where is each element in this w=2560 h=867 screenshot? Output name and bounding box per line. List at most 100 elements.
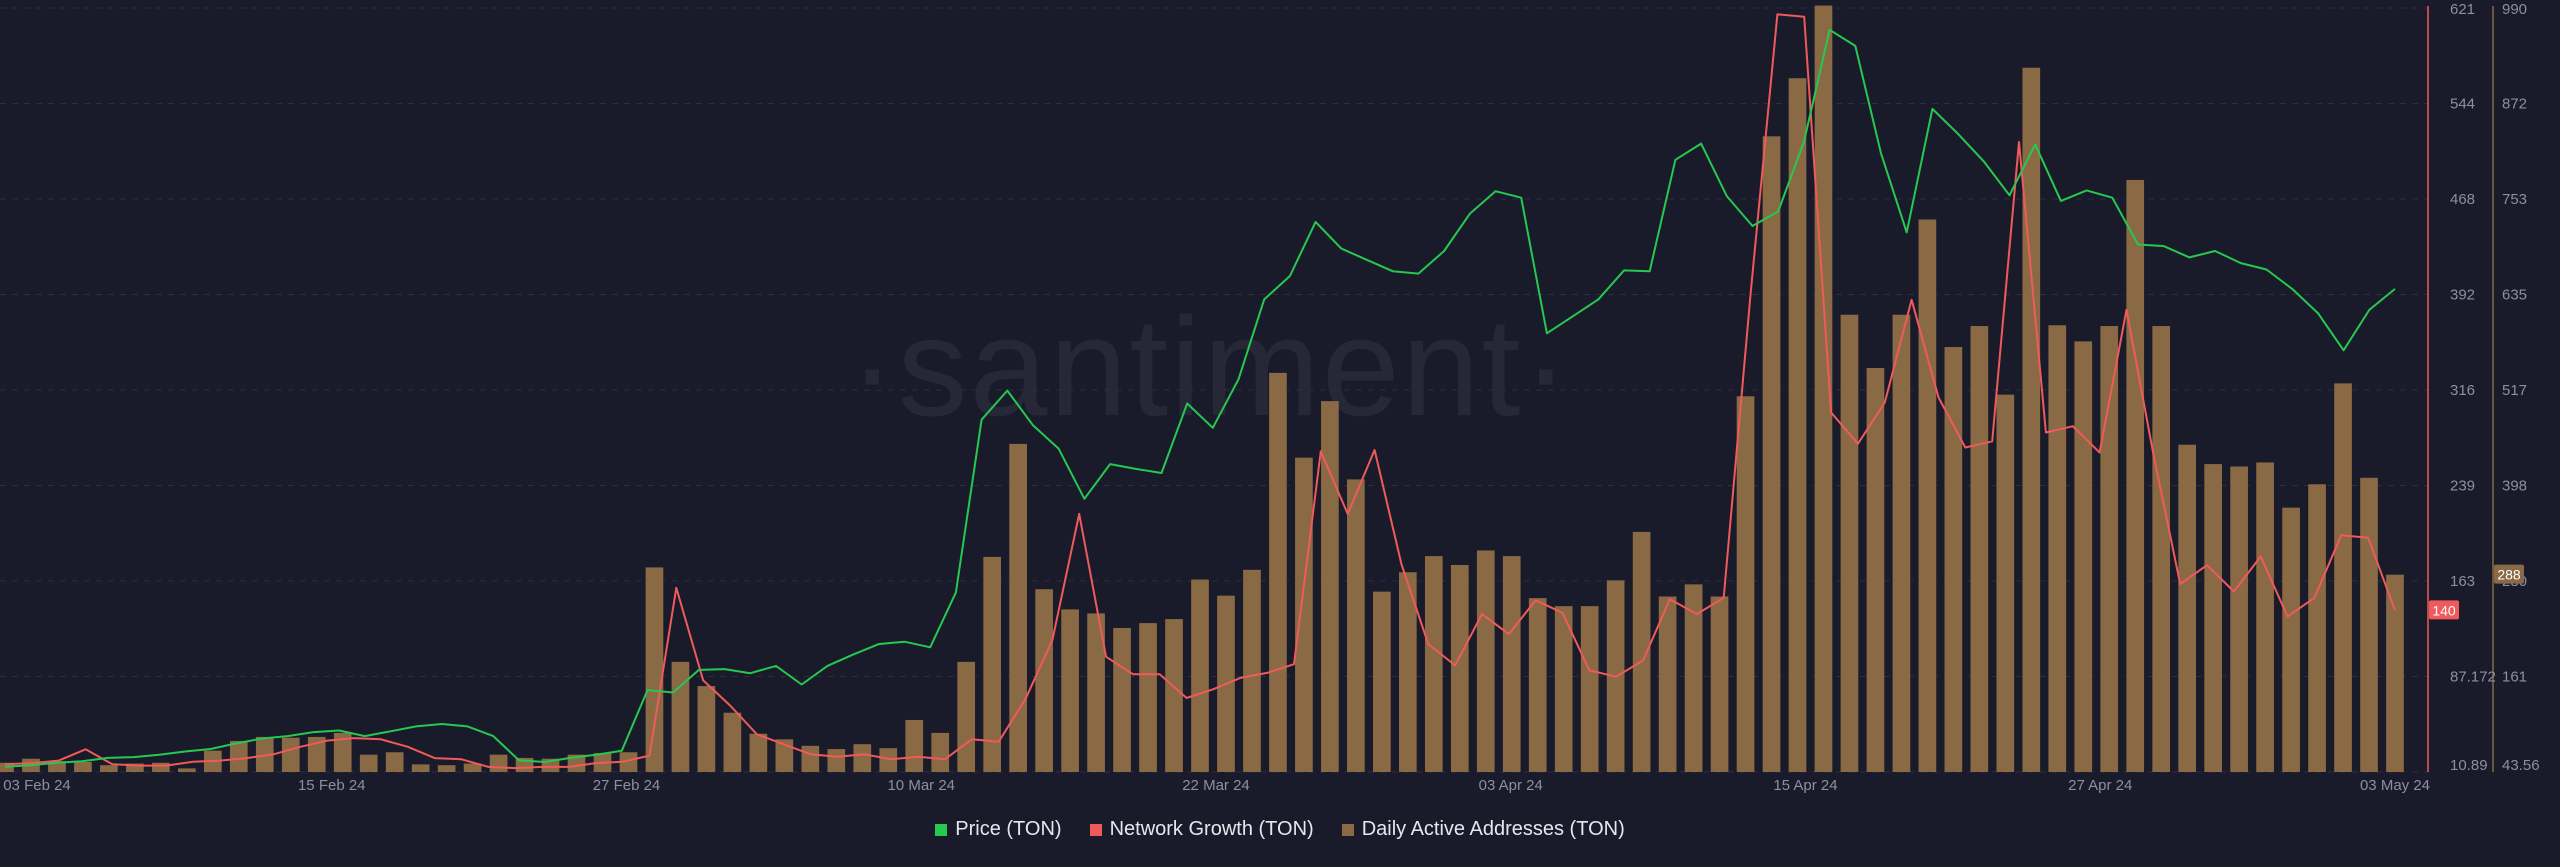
grid	[0, 7, 2428, 773]
daily-active-addresses-bar	[775, 739, 794, 772]
daily-active-addresses-bar	[1840, 314, 1859, 772]
price-line	[4, 28, 2396, 768]
network-growth-tick-label: 163	[2450, 573, 2475, 590]
daily-active-addresses-bar	[2334, 383, 2352, 772]
daily-active-addresses-bar	[1944, 347, 1963, 772]
daily-active-addresses-bar	[697, 686, 716, 772]
daily-active-addresses-bar	[48, 761, 66, 772]
daily-active-addresses-tick-label: 43.56	[2502, 757, 2540, 774]
legend-label-price: Price (TON)	[955, 818, 1062, 840]
daily-active-addresses-bar	[1113, 627, 1131, 772]
daily-active-addresses-bar	[2022, 67, 2041, 773]
daily-active-addresses-bar	[2204, 464, 2222, 772]
daily-active-addresses-bar	[1424, 556, 1443, 772]
x-tick-label: 15 Apr 24	[1773, 777, 1837, 794]
daily-active-addresses-bar	[983, 556, 1002, 772]
daily-active-addresses-bar	[853, 744, 872, 772]
legend: Price (TON) Network Growth (TON) Daily A…	[0, 818, 2560, 841]
network-growth-tick-label: 544	[2450, 96, 2475, 113]
daily-active-addresses-bar	[2100, 326, 2119, 772]
daily-active-addresses-tick-label: 753	[2502, 191, 2527, 208]
daily-active-addresses-bar	[567, 754, 586, 772]
daily-active-addresses-bar	[178, 768, 196, 772]
legend-item-daily-active-addresses[interactable]: Daily Active Addresses (TON)	[1341, 818, 1625, 841]
daily-active-addresses-bar	[1191, 579, 1209, 772]
x-tick-label: 10 Mar 24	[887, 777, 955, 794]
x-tick-label: 27 Apr 24	[2068, 777, 2132, 794]
daily-active-addresses-last-value-text: 288	[2497, 567, 2521, 583]
daily-active-addresses-last-value-badge	[2494, 564, 2524, 584]
daily-active-addresses-bar	[1269, 372, 1287, 772]
daily-active-addresses-bar	[1554, 606, 1573, 772]
daily-active-addresses-bar	[281, 737, 300, 772]
daily-active-addresses-swatch-icon	[1341, 823, 1354, 836]
daily-active-addresses-bar	[2230, 466, 2248, 772]
daily-active-addresses-bar	[411, 764, 430, 772]
daily-active-addresses-bar	[1918, 219, 1937, 772]
daily-active-addresses-bar	[1996, 394, 2015, 772]
daily-active-addresses-bar	[1295, 457, 1313, 772]
daily-active-addresses-bar	[957, 661, 976, 772]
daily-active-addresses-tick-label: 398	[2502, 478, 2527, 495]
daily-active-addresses-bar	[1139, 623, 1157, 772]
daily-active-addresses-bar	[385, 752, 404, 772]
daily-active-addresses-bar	[1736, 396, 1755, 772]
daily-active-addresses-bar	[619, 752, 638, 772]
price-swatch-icon	[935, 823, 948, 836]
legend-item-network-growth[interactable]: Network Growth (TON)	[1089, 818, 1314, 841]
daily-active-addresses-bar	[1866, 368, 1885, 772]
daily-active-addresses-bar	[463, 763, 482, 772]
daily-active-addresses-bar	[2256, 462, 2274, 772]
daily-active-addresses-tick-label: 872	[2502, 96, 2527, 113]
daily-active-addresses-bar	[74, 761, 92, 772]
daily-active-addresses-bar	[126, 763, 144, 772]
daily-active-addresses-bar	[2360, 477, 2378, 772]
daily-active-addresses-bar	[2178, 444, 2197, 772]
daily-active-addresses-bar	[2308, 484, 2326, 772]
daily-active-addresses-bar	[749, 733, 768, 772]
network-growth-last-value-badge	[2429, 600, 2459, 620]
daily-active-addresses-bar	[1632, 531, 1651, 772]
daily-active-addresses-bar	[1502, 556, 1521, 772]
daily-active-addresses-bar	[1814, 5, 1833, 772]
daily-active-addresses-bar	[1580, 606, 1599, 772]
watermark: ·santiment·	[849, 288, 1571, 445]
daily-active-addresses-bar	[645, 567, 664, 772]
x-tick-label: 22 Mar 24	[1182, 777, 1250, 794]
legend-label-network-growth: Network Growth (TON)	[1109, 818, 1314, 840]
network-growth-tick-label: 621	[2450, 1, 2475, 18]
daily-active-addresses-bar	[2152, 326, 2171, 772]
series-lines	[4, 13, 2396, 770]
daily-active-addresses-bar	[1658, 596, 1677, 772]
right-axes: 621 544 468 392 316 239 163 87.172 10.89 990 872 75…	[2427, 1, 2540, 774]
daily-active-addresses-bar	[1528, 598, 1547, 772]
daily-active-addresses-tick-label: 517	[2502, 382, 2527, 399]
daily-active-addresses-bar	[1710, 596, 1729, 772]
network-growth-last-value-text: 140	[2432, 602, 2456, 618]
daily-active-addresses-bar	[1762, 136, 1781, 772]
daily-active-addresses-bar	[1165, 619, 1183, 772]
daily-active-addresses-bar	[1087, 613, 1105, 772]
daily-active-addresses-bar	[100, 765, 118, 772]
network-growth-tick-label: 87.172	[2450, 669, 2496, 686]
daily-active-addresses-bar	[931, 732, 950, 772]
daily-active-addresses-bar	[333, 732, 352, 772]
daily-active-addresses-tick-label: 990	[2502, 1, 2527, 18]
daily-active-addresses-tick-label: 161	[2502, 669, 2527, 686]
daily-active-addresses-bar	[1373, 591, 1391, 772]
daily-active-addresses-bar	[229, 740, 248, 772]
daily-active-addresses-bar	[1035, 589, 1053, 772]
network-growth-line	[4, 13, 2396, 770]
network-growth-swatch-icon	[1089, 823, 1102, 836]
x-tick-label: 15 Feb 24	[298, 777, 366, 794]
daily-active-addresses-bar	[2386, 574, 2404, 772]
daily-active-addresses-bar	[2048, 325, 2067, 772]
legend-item-price[interactable]: Price (TON)	[935, 818, 1062, 841]
daily-active-addresses-bar	[879, 748, 898, 772]
daily-active-addresses-bar	[1061, 609, 1079, 772]
daily-active-addresses-bar	[2282, 507, 2300, 772]
daily-active-addresses-bar	[1347, 479, 1365, 772]
daily-active-addresses-bar	[1684, 584, 1703, 772]
daily-active-addresses-bar	[437, 765, 456, 772]
